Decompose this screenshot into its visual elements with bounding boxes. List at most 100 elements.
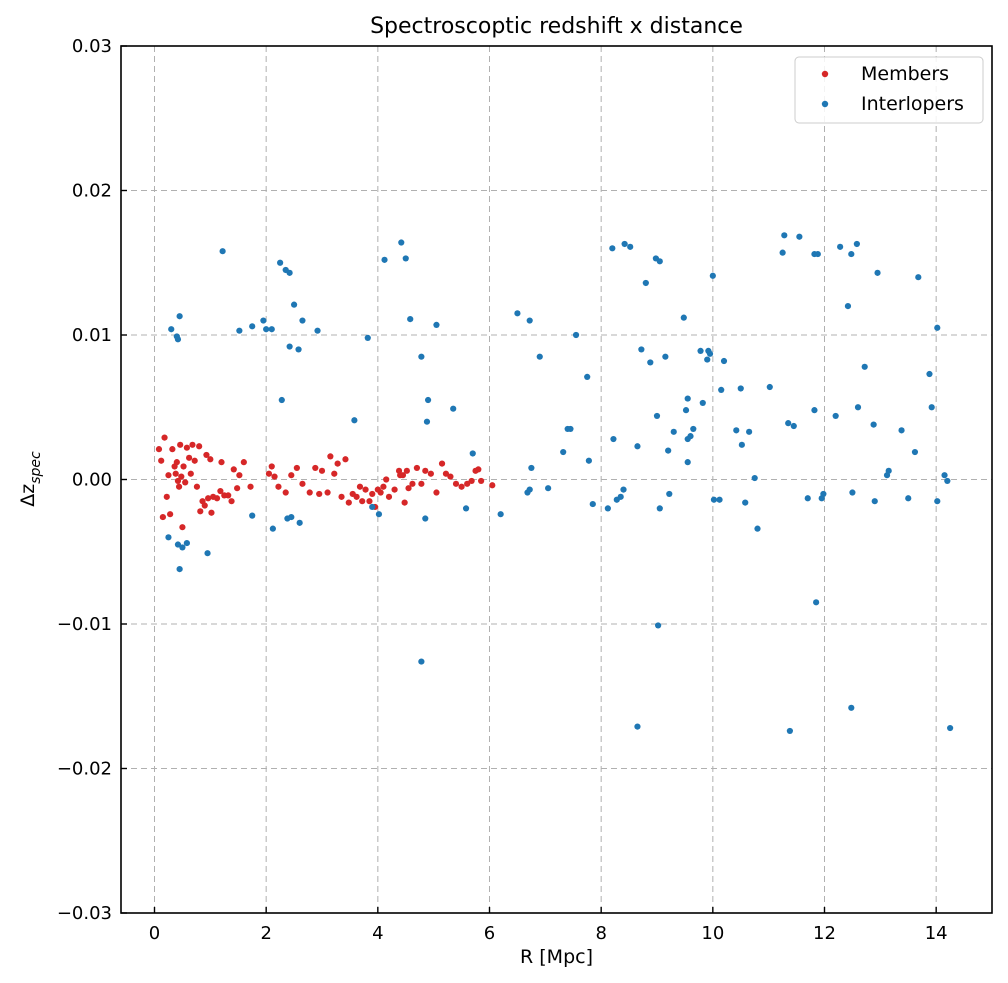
data-point-interlopers bbox=[786, 727, 793, 735]
data-point-interlopers bbox=[638, 346, 645, 353]
data-point-members bbox=[177, 441, 184, 448]
data-point-members bbox=[401, 499, 408, 506]
data-point-interlopers bbox=[219, 248, 226, 255]
data-point-members bbox=[299, 480, 306, 487]
x-tick-label: 8 bbox=[595, 923, 606, 944]
data-point-interlopers bbox=[422, 515, 429, 522]
data-point-members bbox=[187, 470, 194, 477]
data-point-interlopers bbox=[286, 343, 293, 350]
data-point-interlopers bbox=[585, 457, 592, 464]
data-point-interlopers bbox=[277, 259, 284, 266]
data-point-interlopers bbox=[779, 249, 786, 256]
data-point-members bbox=[359, 498, 366, 505]
data-point-interlopers bbox=[604, 505, 611, 512]
data-point-interlopers bbox=[398, 239, 405, 246]
legend-label-interlopers: Interlopers bbox=[861, 93, 964, 115]
data-point-interlopers bbox=[716, 496, 723, 503]
data-point-members bbox=[236, 472, 243, 479]
data-point-members bbox=[468, 477, 475, 485]
axis-ticks: 0 2 4 6 8 10 12 14 −0.03 −0.02 −0.01 0.00 0.01 0.02 0.… bbox=[57, 36, 948, 944]
data-point-members bbox=[197, 508, 204, 515]
data-point-interlopers bbox=[837, 243, 844, 250]
data-point-interlopers bbox=[174, 541, 182, 548]
data-point-interlopers bbox=[526, 317, 533, 324]
data-point-members bbox=[409, 480, 416, 487]
data-point-interlopers bbox=[781, 232, 788, 239]
y-axis-label-subscript: spec bbox=[28, 451, 44, 484]
y-tick-label: 0.00 bbox=[72, 470, 112, 491]
data-point-interlopers bbox=[934, 498, 941, 505]
data-point-interlopers bbox=[249, 512, 256, 519]
legend-marker-interlopers bbox=[821, 100, 829, 108]
data-points bbox=[155, 232, 954, 735]
data-point-interlopers bbox=[295, 346, 302, 353]
data-point-interlopers bbox=[609, 245, 616, 252]
data-point-interlopers bbox=[462, 505, 470, 512]
data-point-members bbox=[268, 463, 275, 470]
data-point-interlopers bbox=[861, 363, 868, 370]
chart-title: Spectroscoptic redshift x distance bbox=[370, 14, 743, 39]
data-point-interlopers bbox=[260, 317, 267, 324]
data-point-interlopers bbox=[183, 539, 190, 547]
data-point-interlopers bbox=[450, 405, 457, 412]
data-point-interlopers bbox=[687, 433, 694, 440]
y-tick-label: 0.03 bbox=[72, 36, 112, 57]
data-point-interlopers bbox=[871, 498, 878, 505]
data-point-members bbox=[405, 485, 412, 492]
data-point-interlopers bbox=[314, 327, 321, 334]
data-point-interlopers bbox=[680, 314, 687, 321]
data-point-interlopers bbox=[720, 357, 728, 365]
data-point-interlopers bbox=[844, 303, 852, 310]
data-point-members bbox=[218, 459, 225, 466]
data-point-interlopers bbox=[381, 256, 388, 263]
data-point-members bbox=[422, 467, 429, 474]
y-tick-label: 0.02 bbox=[72, 181, 112, 202]
data-point-interlopers bbox=[926, 370, 933, 378]
data-point-members bbox=[217, 487, 224, 495]
data-point-interlopers bbox=[928, 404, 935, 411]
data-point-interlopers bbox=[536, 353, 543, 360]
data-point-members bbox=[163, 493, 170, 500]
data-point-interlopers bbox=[699, 399, 706, 407]
data-point-members bbox=[318, 467, 326, 474]
data-point-members bbox=[306, 489, 313, 496]
data-point-members bbox=[201, 502, 208, 509]
series-members bbox=[155, 434, 496, 531]
x-tick-label: 12 bbox=[813, 923, 836, 944]
data-point-interlopers bbox=[813, 599, 820, 606]
data-point-interlopers bbox=[684, 395, 691, 402]
data-point-interlopers bbox=[944, 477, 951, 485]
data-point-interlopers bbox=[690, 425, 697, 433]
data-point-interlopers bbox=[179, 544, 186, 551]
data-point-members bbox=[186, 454, 193, 461]
data-point-interlopers bbox=[853, 240, 860, 248]
data-point-interlopers bbox=[469, 450, 476, 457]
data-point-members bbox=[334, 460, 341, 467]
data-point-interlopers bbox=[656, 505, 663, 512]
data-point-interlopers bbox=[418, 353, 425, 360]
data-point-interlopers bbox=[704, 356, 711, 363]
data-point-members bbox=[230, 466, 237, 473]
data-point-interlopers bbox=[653, 412, 661, 420]
data-point-members bbox=[403, 467, 410, 474]
data-point-members bbox=[207, 456, 214, 463]
data-point-interlopers bbox=[268, 326, 275, 333]
data-point-members bbox=[345, 499, 352, 506]
data-point-members bbox=[189, 441, 196, 448]
data-point-members bbox=[489, 482, 496, 489]
data-point-interlopers bbox=[620, 486, 627, 493]
x-tick-label: 4 bbox=[372, 923, 383, 944]
x-tick-label: 14 bbox=[925, 923, 948, 944]
data-point-members bbox=[288, 472, 295, 479]
y-axis-label: Δzspec bbox=[17, 451, 44, 507]
x-tick-label: 2 bbox=[260, 923, 271, 944]
x-tick-label: 0 bbox=[149, 923, 160, 944]
data-point-members bbox=[172, 470, 179, 477]
data-point-members bbox=[205, 495, 212, 502]
data-point-interlopers bbox=[288, 513, 295, 521]
data-point-members bbox=[327, 453, 334, 460]
data-point-members bbox=[385, 493, 393, 500]
data-point-members bbox=[193, 483, 201, 490]
